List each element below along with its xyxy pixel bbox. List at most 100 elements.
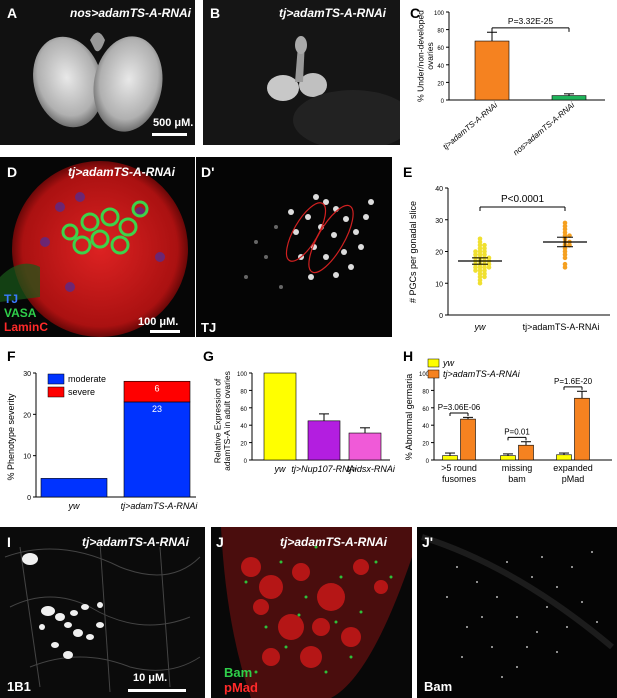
chart-e-point <box>562 261 568 267</box>
chart-f-y-tick-label: 30 <box>23 371 31 378</box>
chart-e-point <box>482 249 487 254</box>
chart-f: 0 10 20 30 % Phenotype severity 23 6 yw tj>adamT… <box>6 371 199 511</box>
chart-e-point <box>477 280 483 286</box>
confocal-j-image <box>211 527 412 698</box>
stain-label-tj: TJ <box>4 292 19 306</box>
chart-f-y-tick-label: 10 <box>23 454 31 461</box>
chart-h-y-tick-label: 80 <box>422 389 429 395</box>
chart-f-bar-moderate <box>40 478 108 498</box>
chart-c: 0 20 40 60 80 100% Under/non-developedovaries… <box>415 10 605 157</box>
chart-e-point <box>562 223 568 229</box>
chart-c-p-value: P=3.32E-25 <box>508 16 553 26</box>
chart-h-bar <box>500 455 516 461</box>
chart-e-p-value: P<0.0001 <box>501 194 545 205</box>
panel-label-b: B <box>210 5 221 21</box>
chart-g: 0 20 40 60 80 100 Relative Expression ofadamTS… <box>212 371 396 474</box>
chart-e-point <box>477 242 483 248</box>
chart-f-legend-label: moderate <box>68 374 106 384</box>
confocal-jprime-image <box>417 527 617 698</box>
chart-e-y-tick-label: 40 <box>435 186 443 193</box>
panel-a-image: A nos>adamTS-A-RNAi 500 μM. <box>0 0 195 145</box>
chart-e-y-label: # PGCs per gonadal slice <box>408 201 418 303</box>
chart-f-legend-label: severe <box>68 387 95 397</box>
panel-label-e: E <box>403 164 413 180</box>
chart-e-point <box>486 265 492 270</box>
chart-e-point <box>562 220 568 226</box>
chart-c-y-tick-label: 80 <box>437 29 444 35</box>
chart-h-p-value: P=1.6E-20 <box>554 377 593 386</box>
chart-g-y-tick-label: 40 <box>240 424 247 430</box>
chart-e-y-tick-label: 20 <box>435 250 443 257</box>
panel-j-image: J tj>adamTS-A-RNAi Bam pMad <box>211 527 412 698</box>
stain-label-dprime: TJ <box>201 320 217 335</box>
chart-e-point <box>477 274 483 280</box>
chart-c-y-tick-label: 0 <box>441 99 445 105</box>
confocal-d-image <box>0 157 195 337</box>
panel-label-a: A <box>7 5 18 21</box>
panel-label-h: H <box>403 348 414 364</box>
chart-g-x-tick-label: tj>dsx-RNAi <box>347 464 396 474</box>
panel-d-image: D tj>adamTS-A-RNAi TJ VASA LaminC 100 μM… <box>0 157 195 337</box>
chart-h-legend-swatch <box>427 369 440 379</box>
panel-b-image: B tj>adamTS-A-RNAi <box>203 0 400 145</box>
chart-e: 0 10 20 30 40 # PGCs per gonadal slice yw tj>ad… <box>408 186 610 332</box>
confocal-dprime-image <box>196 157 392 337</box>
chart-e-point <box>473 265 478 270</box>
chart-e-point <box>482 252 487 257</box>
chart-f-bar-severe <box>123 380 191 403</box>
panel-i-title: tj>adamTS-A-RNAi <box>82 535 190 549</box>
chart-h-x-tick-label: expanded <box>553 463 593 473</box>
panel-label-d: D <box>7 164 18 180</box>
panel-dprime-image: D' TJ <box>196 157 392 337</box>
chart-e-point <box>477 249 483 254</box>
chart-e-x-tick-label: yw <box>474 322 487 332</box>
chart-e-y-tick-label: 0 <box>439 313 443 320</box>
stain-label-i: 1B1 <box>7 679 31 694</box>
chart-h-bar <box>518 444 534 461</box>
chart-e-point <box>477 277 483 283</box>
chart-c-y-tick-label: 20 <box>437 81 444 87</box>
chart-h-legend-label: tj>adamTS-A-RNAi <box>443 369 521 379</box>
chart-h-x-tick-label: >5 round <box>441 463 477 473</box>
chart-g-x-tick-label: yw <box>274 464 287 474</box>
chart-e-point <box>473 252 478 257</box>
chart-e-point <box>477 239 483 245</box>
chart-e-y-tick-label: 10 <box>435 281 443 288</box>
chart-c-y-label: % Under/non-developedovaries <box>415 10 435 102</box>
panel-label-c: C <box>410 5 421 21</box>
chart-f-data-label: 6 <box>154 383 159 393</box>
chart-e-point <box>473 249 478 254</box>
chart-g-bar <box>307 420 341 461</box>
stain-label-jprime: Bam <box>424 679 453 694</box>
chart-g-y-tick-label: 100 <box>237 372 248 378</box>
panel-label-f: F <box>7 348 16 364</box>
chart-f-bar-moderate <box>123 401 191 498</box>
chart-f-x-tick-label: yw <box>68 501 81 511</box>
chart-h-x-tick-label: fusomes <box>442 474 477 484</box>
scale-bar-label-a: 500 μM. <box>153 117 194 129</box>
chart-f-y-tick-label: 20 <box>23 412 31 419</box>
chart-f-legend-swatch <box>47 373 65 385</box>
chart-c-bar <box>474 40 510 101</box>
chart-g-y-tick-label: 80 <box>240 389 247 395</box>
chart-f-y-label: % Phenotype severity <box>6 393 16 481</box>
chart-h-bar <box>574 397 590 461</box>
chart-h-y-label: % Abnormal germaria <box>404 374 414 461</box>
chart-h-y-tick-label: 0 <box>426 459 430 465</box>
chart-e-point <box>482 274 487 280</box>
chart-h-y-tick-label: 20 <box>422 442 429 448</box>
panel-a-title: nos>adamTS-A-RNAi <box>70 6 192 20</box>
chart-e-point <box>482 246 487 251</box>
chart-e-point <box>477 236 483 242</box>
stain-label-vasa: VASA <box>4 306 37 320</box>
chart-e-point <box>562 255 568 261</box>
chart-f-x-tick-label: tj>adamTS-A-RNAi <box>121 501 199 511</box>
chart-h-legend-swatch <box>427 358 440 368</box>
chart-e-point <box>482 271 487 277</box>
chart-e-point <box>562 230 568 235</box>
chart-f-data-label: 23 <box>152 404 162 414</box>
chart-c-x-tick-label: nos>adamTS-A-RNAi <box>511 100 576 157</box>
chart-e-point <box>482 242 487 248</box>
panel-i-image: I tj>adamTS-A-RNAi 10 μM. 1B1 <box>0 527 205 698</box>
chart-c-y-tick-label: 100 <box>434 11 445 17</box>
